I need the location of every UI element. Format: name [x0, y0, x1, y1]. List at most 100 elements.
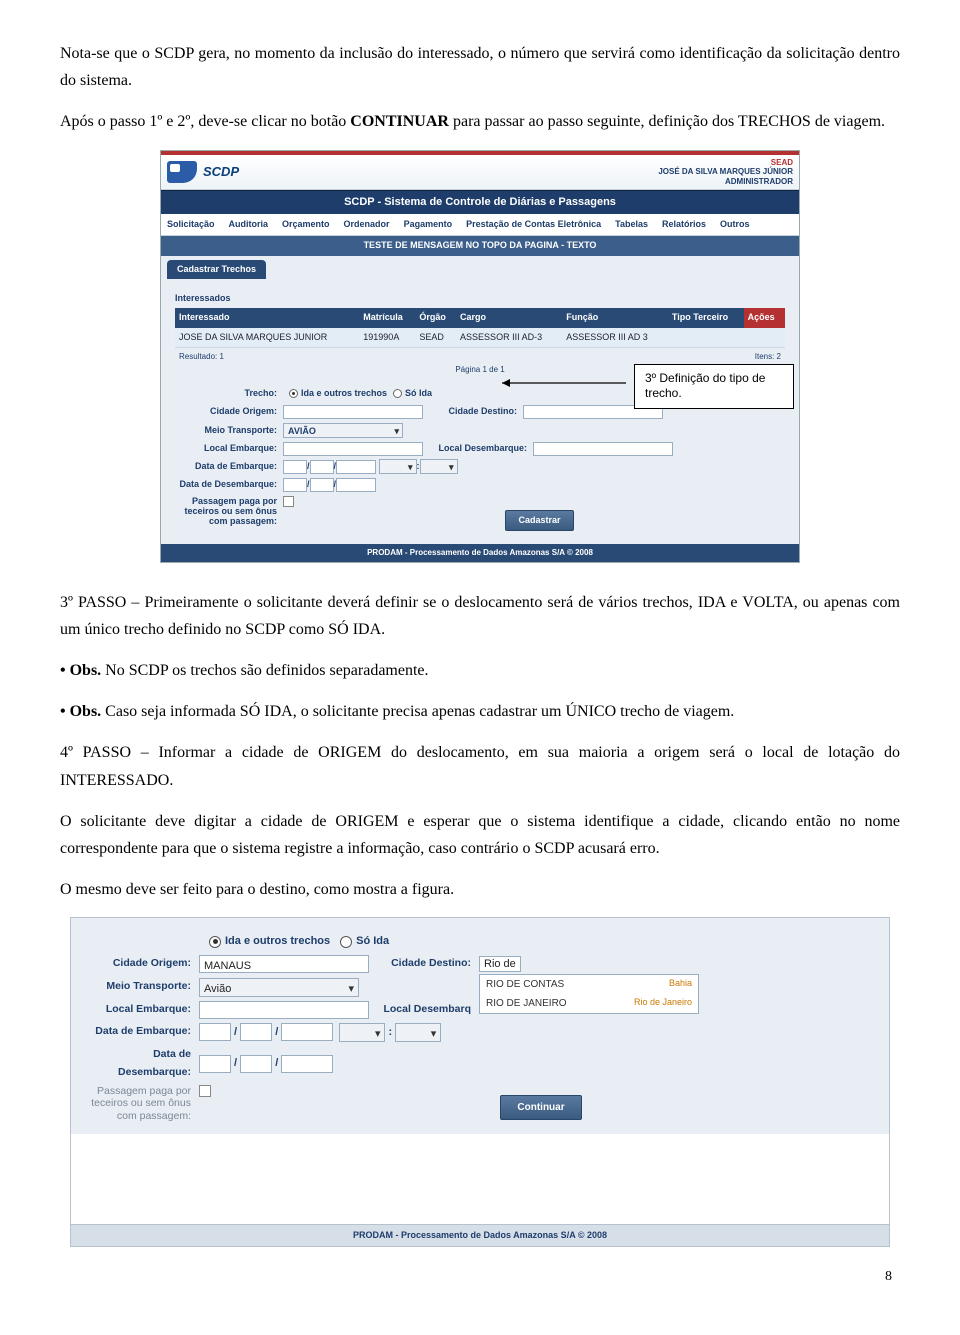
sel-time[interactable]	[379, 459, 417, 474]
lbl-meio: Meio Transporte:	[175, 423, 283, 438]
menu-item[interactable]: Auditoria	[229, 217, 269, 232]
input-d[interactable]	[283, 478, 307, 492]
input-d[interactable]	[199, 1023, 231, 1041]
menu-item[interactable]: Pagamento	[404, 217, 453, 232]
td: JOSE DA SILVA MARQUES JUNIOR	[175, 328, 359, 348]
cadastrar-button[interactable]: Cadastrar	[505, 510, 573, 531]
s2-radio-row: Ida e outros trechos Só Ida	[89, 932, 871, 951]
input-m[interactable]	[310, 460, 334, 474]
screenshot-2: Ida e outros trechos Só Ida Cidade Orige…	[70, 917, 890, 1247]
main-menu: Solicitação Auditoria Orçamento Ordenado…	[161, 214, 799, 236]
sel-time[interactable]	[395, 1023, 441, 1042]
pl3: com passagem:	[209, 516, 277, 526]
page-number: 8	[60, 1265, 900, 1289]
row-embarque: Local Embarque: Local Desembarque:	[175, 441, 785, 456]
pl2: teceiros ou sem ônus	[91, 1097, 191, 1109]
checkbox-passagem[interactable]	[283, 496, 294, 507]
obs2a: • Obs.	[60, 703, 101, 720]
input-embarque[interactable]	[283, 442, 423, 456]
section-tab: Cadastrar Trechos	[167, 260, 266, 279]
ac-state: Bahia	[669, 976, 692, 993]
p5: O solicitante deve digitar a cidade de O…	[60, 808, 900, 862]
radio-ida-outros[interactable]	[209, 936, 221, 948]
obs1: • Obs. No SCDP os trechos são definidos …	[60, 657, 900, 684]
intro-2c: para passar ao passo seguinte, definição…	[449, 113, 885, 130]
ac-item[interactable]: RIO DE CONTAS Bahia	[480, 975, 698, 994]
intro-2a: Após o passo 1º e 2º, deve-se clicar no …	[60, 113, 350, 130]
radio-label: Ida e outros trechos	[301, 386, 387, 401]
input-destino-wrap: Rio de RIO DE CONTAS Bahia RIO DE JANEIR…	[479, 955, 521, 974]
menu-item[interactable]: Ordenador	[344, 217, 390, 232]
user-name: JOSÉ DA SILVA MARQUES JÚNIOR	[658, 167, 793, 177]
obs1a: • Obs.	[60, 662, 101, 679]
form-panel: Interessados Interessado Matrícula Órgão…	[161, 279, 799, 544]
menu-item[interactable]: Outros	[720, 217, 750, 232]
radio-so-ida[interactable]	[340, 936, 352, 948]
th: Função	[562, 308, 668, 327]
p4: 4º PASSO – Informar a cidade de ORIGEM d…	[60, 739, 900, 793]
user-org: SEAD	[658, 158, 793, 168]
td: SEAD	[415, 328, 456, 348]
p3: 3º PASSO – Primeiramente o solicitante d…	[60, 589, 900, 643]
input-y[interactable]	[281, 1055, 333, 1073]
ac-state: Rio de Janeiro	[634, 995, 692, 1012]
sel-time[interactable]	[339, 1023, 385, 1042]
radio-ida-outros[interactable]	[289, 389, 298, 398]
autocomplete-dropdown: RIO DE CONTAS Bahia RIO DE JANEIRO Rio d…	[479, 974, 699, 1014]
input-y[interactable]	[281, 1023, 333, 1041]
row-data-des: Data de Desembarque: //	[175, 477, 785, 492]
obs1b: No SCDP os trechos são definidos separad…	[101, 662, 428, 679]
callout-box: 3º Definição do tipo de trecho.	[634, 364, 794, 409]
input-d[interactable]	[283, 460, 307, 474]
intro-para-1: Nota-se que o SCDP gera, no momento da i…	[60, 40, 900, 94]
menu-item[interactable]: Tabelas	[615, 217, 648, 232]
input-origem[interactable]	[283, 405, 423, 419]
user-role: ADMINISTRADOR	[658, 177, 793, 187]
callout-arrow	[502, 382, 632, 383]
td: ASSESSOR III AD-3	[456, 328, 562, 348]
sel-time[interactable]	[420, 459, 458, 474]
lbl-origem: Cidade Origem:	[89, 955, 199, 973]
td: ASSESSOR III AD 3	[562, 328, 668, 348]
input-embarque[interactable]	[199, 1001, 369, 1019]
select-meio[interactable]: AVIÃO	[283, 423, 403, 438]
lbl-desembarque: Local Desembarque:	[423, 441, 533, 456]
ac-city: RIO DE JANEIRO	[486, 995, 567, 1012]
intro-para-2: Após o passo 1º e 2º, deve-se clicar no …	[60, 108, 900, 135]
menu-item[interactable]: Prestação de Contas Eletrônica	[466, 217, 601, 232]
input-desembarque[interactable]	[533, 442, 673, 456]
input-y[interactable]	[336, 478, 376, 492]
menu-item[interactable]: Relatórios	[662, 217, 706, 232]
pl1: Passagem paga por	[192, 496, 277, 506]
menu-item[interactable]: Orçamento	[282, 217, 330, 232]
lbl-data-des: Data de Desembarque:	[175, 477, 283, 492]
input-m[interactable]	[240, 1023, 272, 1041]
lbl-embarque: Local Embarque:	[89, 1001, 199, 1019]
continuar-button[interactable]: Continuar	[500, 1095, 581, 1120]
input-destino[interactable]: Rio de	[479, 956, 521, 972]
table-row: JOSE DA SILVA MARQUES JUNIOR 191990A SEA…	[175, 328, 785, 348]
interessados-table: Interessado Matrícula Órgão Cargo Função…	[175, 308, 785, 348]
input-m[interactable]	[240, 1055, 272, 1073]
result-right: Itens: 2	[755, 350, 781, 364]
lbl-destino: Cidade Destino:	[369, 955, 479, 973]
lbl-destino: Cidade Destino:	[423, 404, 523, 419]
input-y[interactable]	[336, 460, 376, 474]
screenshot-1-wrap: SCDP SEAD JOSÉ DA SILVA MARQUES JÚNIOR A…	[160, 150, 800, 563]
brand-text: SCDP	[203, 161, 239, 183]
input-m[interactable]	[310, 478, 334, 492]
radio-so-ida[interactable]	[393, 389, 402, 398]
checkbox-passagem[interactable]	[199, 1085, 211, 1097]
ac-city: RIO DE CONTAS	[486, 976, 564, 993]
radio-label: Só Ida	[405, 386, 432, 401]
s2-row-data-des: Data de Desembarque: / /	[89, 1046, 871, 1082]
select-meio[interactable]: Avião	[199, 978, 359, 997]
user-box: SEAD JOSÉ DA SILVA MARQUES JÚNIOR ADMINI…	[658, 158, 793, 187]
top-message-bar: TESTE DE MENSAGEM NO TOPO DA PAGINA - TE…	[161, 236, 799, 255]
row-data-emb: Data de Embarque: // :	[175, 459, 785, 474]
input-origem[interactable]: MANAUS	[199, 955, 369, 973]
obs2: • Obs. Caso seja informada SÓ IDA, o sol…	[60, 698, 900, 725]
menu-item[interactable]: Solicitação	[167, 217, 215, 232]
ac-item[interactable]: RIO DE JANEIRO Rio de Janeiro	[480, 994, 698, 1013]
input-d[interactable]	[199, 1055, 231, 1073]
